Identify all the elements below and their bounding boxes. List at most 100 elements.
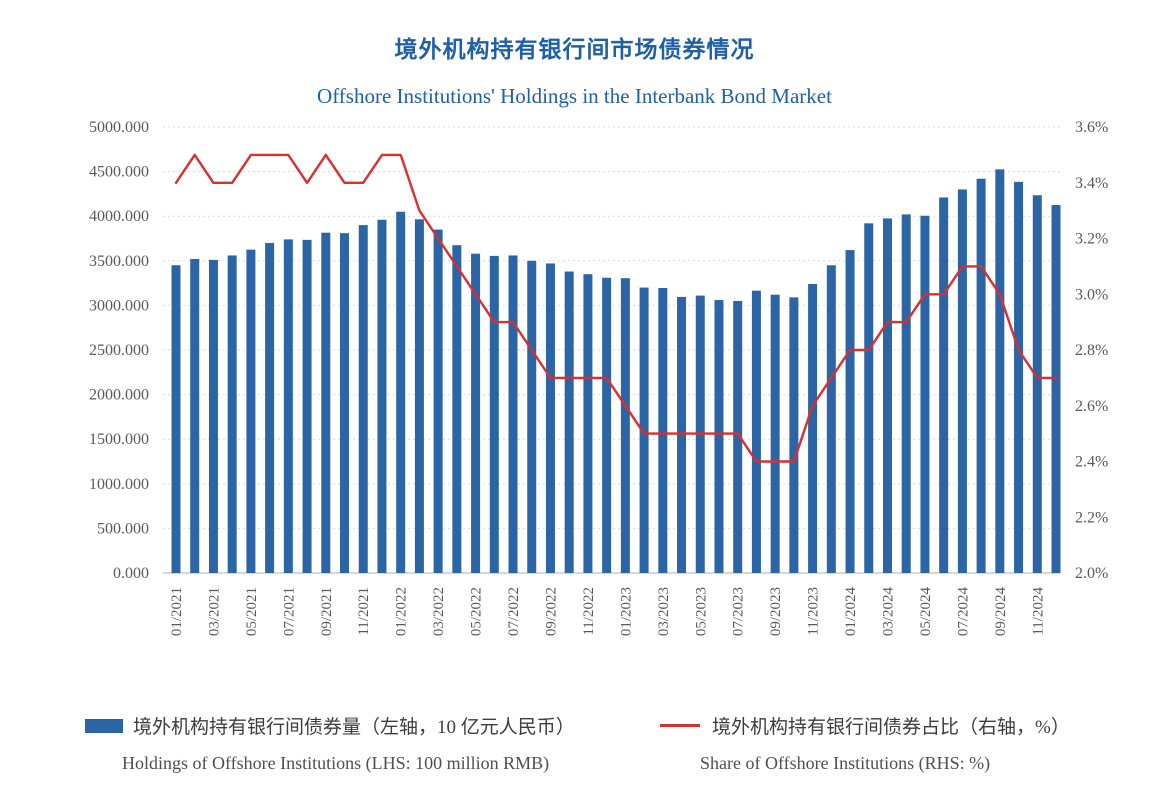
holdings-bar bbox=[527, 260, 537, 573]
x-axis-tick-label: 05/2023 bbox=[693, 587, 709, 636]
right-axis-tick-label: 2.6% bbox=[1075, 398, 1108, 415]
holdings-bar bbox=[602, 277, 612, 573]
holdings-bar bbox=[302, 239, 312, 573]
holdings-bar bbox=[283, 239, 293, 573]
holdings-bar bbox=[939, 197, 949, 573]
holdings-bar bbox=[171, 265, 181, 573]
holdings-bar bbox=[901, 214, 911, 573]
x-axis-tick-label: 05/2022 bbox=[469, 587, 485, 636]
holdings-bar bbox=[620, 278, 630, 573]
holdings-bar bbox=[321, 232, 331, 573]
left-axis-tick-label: 0.000 bbox=[113, 565, 149, 582]
bar-series-swatch bbox=[85, 718, 123, 733]
x-axis-tick-label: 03/2023 bbox=[656, 587, 672, 636]
holdings-bar bbox=[265, 242, 275, 573]
combo-chart-area: 0.000 500.000 1000.000 1500.000 2000.000 2500… bbox=[0, 110, 1149, 700]
left-axis-tick-label: 2500.000 bbox=[89, 342, 149, 359]
holdings-bar bbox=[471, 253, 481, 573]
holdings-bar bbox=[826, 265, 836, 573]
chart-subtitle-en: Offshore Institutions' Holdings in the I… bbox=[317, 84, 832, 108]
holdings-bar bbox=[1032, 195, 1042, 573]
right-axis-tick-label: 2.8% bbox=[1075, 342, 1108, 359]
holdings-bar bbox=[714, 300, 724, 573]
left-axis-tick-label: 4000.000 bbox=[89, 208, 149, 225]
left-axis-tick-label: 5000.000 bbox=[89, 119, 149, 136]
holdings-bar bbox=[677, 296, 687, 573]
holdings-bar bbox=[564, 271, 574, 573]
holdings-bar bbox=[733, 300, 743, 573]
x-axis-tick-label: 03/2022 bbox=[431, 587, 447, 636]
holdings-bar bbox=[340, 233, 350, 573]
right-axis-tick-label: 2.4% bbox=[1075, 454, 1108, 471]
holdings-bar bbox=[770, 294, 780, 573]
left-axis-tick-label: 2000.000 bbox=[89, 387, 149, 404]
holdings-bar bbox=[976, 178, 986, 573]
x-axis-tick-label: 11/2024 bbox=[1030, 587, 1046, 636]
x-axis-tick-label: 01/2021 bbox=[169, 587, 185, 636]
holdings-bar bbox=[957, 189, 967, 573]
holdings-bar bbox=[882, 218, 892, 573]
holdings-bar bbox=[433, 229, 443, 573]
holdings-bar bbox=[639, 287, 649, 573]
holdings-bar bbox=[190, 259, 200, 573]
holdings-bar bbox=[414, 219, 424, 573]
legend-share-label-cn: 境外机构持有银行间债券占比（右轴，%） bbox=[712, 717, 1070, 738]
holdings-bar bbox=[658, 288, 668, 573]
x-axis-tick-label: 01/2022 bbox=[394, 587, 410, 636]
x-axis-tick-label: 07/2023 bbox=[731, 587, 747, 636]
left-axis-tick-label: 4500.000 bbox=[89, 164, 149, 181]
holdings-bar bbox=[545, 263, 555, 573]
holdings-bar bbox=[208, 259, 218, 573]
holdings-bar bbox=[808, 283, 818, 573]
holdings-bar bbox=[995, 169, 1005, 573]
right-axis-tick-label: 2.0% bbox=[1075, 565, 1108, 582]
holdings-bar bbox=[396, 211, 406, 573]
x-axis-tick-label: 09/2022 bbox=[543, 587, 559, 636]
left-axis-tick-label: 1000.000 bbox=[89, 476, 149, 493]
right-axis-tick-label: 3.4% bbox=[1075, 175, 1108, 192]
holdings-bar bbox=[358, 225, 368, 573]
x-axis-tick-label: 01/2024 bbox=[843, 587, 859, 637]
holdings-bar bbox=[920, 215, 930, 573]
holdings-bar bbox=[489, 255, 499, 574]
x-axis-tick-label: 03/2024 bbox=[880, 587, 896, 637]
chart-title-cn: 境外机构持有银行间市场债券情况 bbox=[394, 37, 755, 62]
holdings-bar bbox=[1014, 181, 1024, 573]
x-axis-tick-label: 07/2024 bbox=[955, 587, 971, 637]
line-series-swatch bbox=[660, 724, 700, 727]
holdings-bar bbox=[789, 297, 799, 573]
holdings-bar bbox=[508, 255, 518, 573]
holdings-bar bbox=[1051, 205, 1061, 574]
holdings-bar bbox=[845, 250, 855, 573]
right-axis-tick-label: 3.6% bbox=[1075, 119, 1108, 136]
left-axis-tick-label: 1500.000 bbox=[89, 431, 149, 448]
x-axis-tick-label: 11/2022 bbox=[581, 587, 597, 636]
x-axis-tick-label: 07/2021 bbox=[281, 587, 297, 636]
left-axis-tick-label: 3500.000 bbox=[89, 253, 149, 270]
x-axis-tick-label: 11/2021 bbox=[356, 587, 372, 636]
x-axis-tick-label: 01/2023 bbox=[618, 587, 634, 636]
x-axis-tick-label: 05/2024 bbox=[918, 587, 934, 637]
holdings-bar bbox=[864, 223, 874, 573]
holdings-bar bbox=[246, 249, 256, 573]
right-axis-tick-label: 2.2% bbox=[1075, 509, 1108, 526]
x-axis-tick-label: 07/2022 bbox=[506, 587, 522, 636]
holdings-bar bbox=[377, 219, 387, 573]
x-axis-tick-label: 09/2023 bbox=[768, 587, 784, 636]
legend-item-share: 境外机构持有银行间债券占比（右轴，%） Share of Offshore In… bbox=[660, 712, 1070, 774]
combo-chart-svg: 0.000 500.000 1000.000 1500.000 2000.000 2500… bbox=[89, 119, 1108, 637]
legend-share-label-en: Share of Offshore Institutions (RHS: %) bbox=[700, 753, 991, 773]
x-axis-tick-label: 09/2024 bbox=[993, 587, 1009, 637]
x-axis-tick-label: 05/2021 bbox=[244, 587, 260, 636]
legend-holdings-label-en: Holdings of Offshore Institutions (LHS: … bbox=[122, 753, 550, 773]
x-axis-tick-label: 09/2021 bbox=[319, 587, 335, 636]
x-axis-tick-label: 03/2021 bbox=[206, 587, 222, 636]
legend-holdings-label-cn: 境外机构持有银行间债券量（左轴，10 亿元人民币） bbox=[133, 717, 575, 738]
holdings-bar bbox=[452, 245, 462, 573]
x-axis-tick-label: 11/2023 bbox=[806, 587, 822, 636]
legend-item-holdings: 境外机构持有银行间债券量（左轴，10 亿元人民币） Holdings of Of… bbox=[85, 712, 575, 774]
left-axis-tick-label: 3000.000 bbox=[89, 297, 149, 314]
holdings-bar bbox=[751, 290, 761, 573]
right-axis-tick-label: 3.0% bbox=[1075, 286, 1108, 303]
